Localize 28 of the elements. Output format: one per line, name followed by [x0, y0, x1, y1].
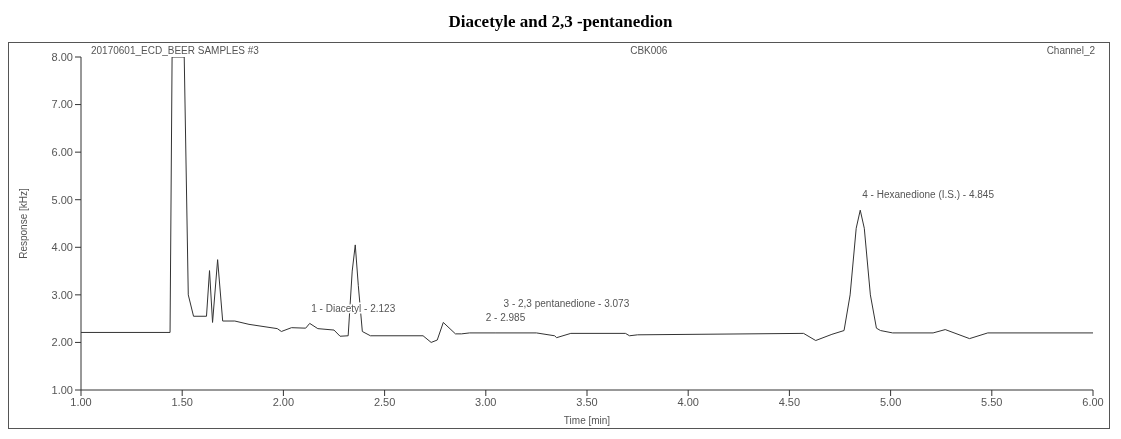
y-tick-label: 8.00: [51, 50, 73, 63]
annotation: 2 - 2.985: [485, 311, 526, 323]
x-tick-label: 4.50: [778, 395, 801, 408]
x-tick-label: 2.00: [272, 395, 295, 408]
x-tick-label: 2.50: [373, 395, 396, 408]
chart-title: Diacetyle and 2,3 -pentanedion: [447, 11, 674, 33]
x-tick-label: 3.50: [576, 395, 598, 408]
x-axis-title: Time [min]: [563, 415, 611, 426]
annotation: 4 - Hexanedione (I.S.) - 4.845: [862, 189, 995, 201]
y-tick-label: 1.00: [51, 383, 73, 396]
y-tick-label: 3.00: [51, 288, 73, 301]
annotation: 3 - 2,3 pentanedione - 3.073: [503, 297, 630, 309]
x-tick-label: 1.50: [171, 395, 193, 408]
x-tick-label: 6.00: [1082, 395, 1104, 408]
x-tick-label: 4.00: [677, 395, 699, 408]
x-tick-label: 5.50: [981, 395, 1003, 408]
text: 20170601_ECD_BEER SAMPLES #3: [91, 45, 260, 56]
y-tick-label: 7.00: [51, 98, 73, 111]
x-tick-label: 1.00: [70, 395, 92, 408]
y-tick-label: 6.00: [51, 146, 73, 159]
y-axis-title: Response [kHz]: [17, 187, 29, 259]
text: Channel_2: [1046, 45, 1095, 56]
y-tick-label: 5.00: [51, 193, 73, 206]
text: CBK006: [630, 45, 668, 56]
x-tick-label: 5.00: [879, 395, 902, 408]
y-tick-label: 2.00: [51, 336, 73, 349]
x-tick-label: 3.00: [475, 395, 497, 408]
y-tick-label: 4.00: [51, 241, 73, 254]
